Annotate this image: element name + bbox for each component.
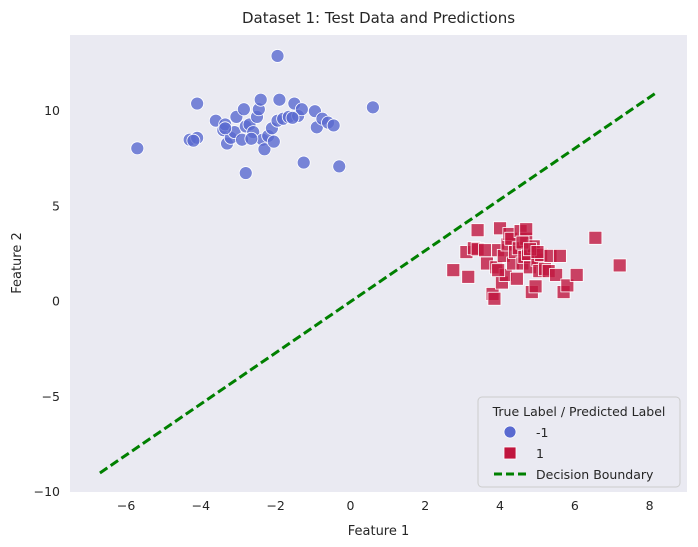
y-tick-label: 5 [52, 198, 60, 213]
point-class-neg [236, 102, 251, 117]
point-class-neg [253, 92, 268, 107]
point-class-pos [487, 291, 502, 306]
x-tick-label: −2 [266, 498, 284, 513]
point-class-neg [326, 118, 341, 133]
point-class-neg [285, 110, 300, 125]
legend-title: True Label / Predicted Label [492, 404, 666, 419]
legend-marker-circle [503, 425, 517, 439]
y-tick-label: −10 [34, 484, 60, 499]
y-axis-ticks: −10 −5 0 5 10 [34, 103, 60, 499]
point-class-neg [218, 121, 233, 136]
point-class-pos [552, 248, 567, 263]
legend-entry-boundary: Decision Boundary [536, 467, 654, 482]
y-tick-label: 0 [52, 294, 60, 309]
legend-entry-pos: 1 [536, 446, 544, 461]
point-class-pos [528, 279, 543, 294]
point-class-neg [186, 133, 201, 148]
point-class-neg [130, 141, 145, 156]
point-class-neg [270, 49, 285, 63]
point-class-pos [549, 268, 564, 282]
point-class-neg [296, 155, 311, 170]
y-tick-label: −5 [42, 389, 60, 404]
point-class-pos [588, 230, 603, 245]
x-tick-label: 4 [496, 498, 504, 513]
point-class-neg [257, 142, 272, 157]
point-class-pos [560, 278, 575, 293]
y-tick-label: 10 [44, 103, 60, 118]
point-class-pos [491, 263, 506, 278]
chart-title: Dataset 1: Test Data and Predictions [242, 9, 515, 27]
point-class-pos [530, 245, 545, 259]
point-class-pos [519, 222, 534, 237]
legend-entry-neg: -1 [536, 425, 548, 440]
legend: True Label / Predicted Label -1 1 Decisi… [477, 396, 681, 488]
point-class-neg [272, 92, 287, 107]
point-class-pos [612, 258, 627, 273]
legend-box [477, 396, 681, 488]
point-class-pos [509, 271, 524, 286]
point-class-neg [190, 96, 205, 111]
x-tick-label: 6 [571, 498, 579, 513]
point-class-pos [478, 243, 492, 258]
point-class-neg [238, 166, 253, 180]
point-class-pos [569, 268, 584, 282]
point-class-neg [365, 100, 380, 115]
points-layer [130, 49, 627, 306]
x-tick-label: 8 [646, 498, 654, 513]
point-class-neg [332, 159, 347, 174]
point-class-neg [244, 131, 259, 146]
point-class-pos [461, 269, 476, 284]
legend-marker-square [503, 446, 517, 460]
point-class-pos [470, 223, 485, 238]
x-tick-label: −4 [192, 498, 210, 513]
point-class-neg [266, 134, 281, 149]
y-axis-label: Feature 2 [10, 232, 25, 294]
x-axis-ticks: −6 −4 −2 0 2 4 6 8 [117, 498, 654, 513]
x-tick-label: −6 [117, 498, 135, 513]
point-class-pos [446, 263, 461, 278]
x-tick-label: 0 [346, 498, 354, 513]
x-axis-label: Feature 1 [348, 524, 410, 539]
x-tick-label: 2 [421, 498, 429, 513]
decision-boundary-line [99, 90, 658, 475]
